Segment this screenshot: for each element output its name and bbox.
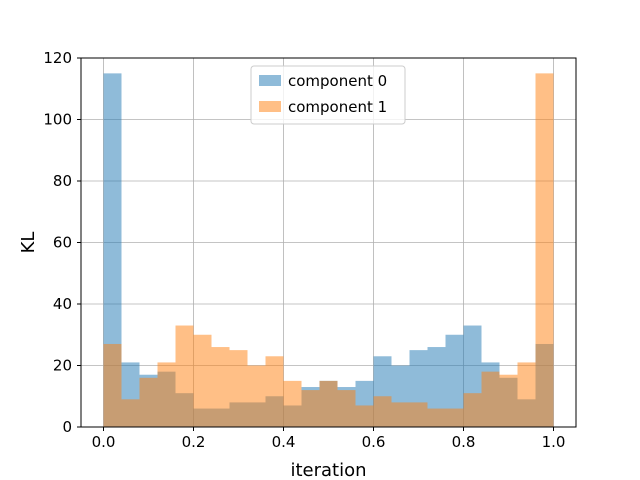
y-tick-label: 100 xyxy=(43,111,72,129)
bar-component-0 xyxy=(445,334,464,427)
bar-component-0 xyxy=(427,347,446,427)
bar-component-1 xyxy=(265,356,284,427)
bar-component-0 xyxy=(103,73,122,427)
y-tick-label: 0 xyxy=(62,418,72,436)
bar-component-1 xyxy=(391,402,410,427)
bar-component-1 xyxy=(103,343,122,427)
y-tick-label: 80 xyxy=(53,172,72,190)
y-tick-label: 60 xyxy=(53,234,72,252)
legend: component 0 component 1 xyxy=(250,65,406,125)
histogram-bars xyxy=(103,73,554,427)
bar-component-1 xyxy=(373,396,392,427)
legend-swatch-component-0 xyxy=(259,75,281,86)
bar-component-1 xyxy=(247,365,266,427)
y-tick-label: 20 xyxy=(53,357,72,375)
bar-component-1 xyxy=(301,390,320,427)
bar-component-1 xyxy=(463,393,482,427)
y-tick-label: 40 xyxy=(53,295,72,313)
bar-component-1 xyxy=(211,347,230,427)
bar-component-1 xyxy=(121,399,140,427)
x-tick-label: 1.0 xyxy=(542,433,566,451)
bar-component-1 xyxy=(445,408,464,427)
bar-component-1 xyxy=(337,390,356,427)
x-tick-label: 0.6 xyxy=(362,433,386,451)
bar-component-1 xyxy=(175,325,194,427)
bar-component-1 xyxy=(193,334,212,427)
bar-component-1 xyxy=(481,371,500,427)
bar-component-1 xyxy=(427,408,446,427)
x-tick-label: 0.0 xyxy=(92,433,116,451)
legend-swatch-component-1 xyxy=(259,101,281,112)
bar-component-1 xyxy=(535,73,554,427)
x-tick-label: 0.2 xyxy=(182,433,206,451)
bar-component-1 xyxy=(499,374,518,427)
bar-component-1 xyxy=(409,402,428,427)
bar-component-1 xyxy=(229,350,248,427)
x-tick-label: 0.8 xyxy=(452,433,476,451)
legend-box xyxy=(250,65,406,125)
legend-label-component-1: component 1 xyxy=(288,98,387,116)
x-tick-label: 0.4 xyxy=(272,433,296,451)
bar-component-1 xyxy=(139,377,158,427)
y-axis-label: KL xyxy=(18,232,39,254)
bar-component-1 xyxy=(319,380,338,427)
bar-component-1 xyxy=(517,362,536,427)
bar-component-1 xyxy=(355,405,374,427)
bar-component-1 xyxy=(157,362,176,427)
axis-ticks: 0.0 0.2 0.4 0.6 0.8 1.0 0 20 40 60 80 100 120 xyxy=(43,49,565,451)
bar-component-1 xyxy=(283,380,302,427)
legend-label-component-0: component 0 xyxy=(288,72,387,90)
x-axis-label: iteration xyxy=(290,460,366,480)
y-tick-label: 120 xyxy=(43,49,72,67)
